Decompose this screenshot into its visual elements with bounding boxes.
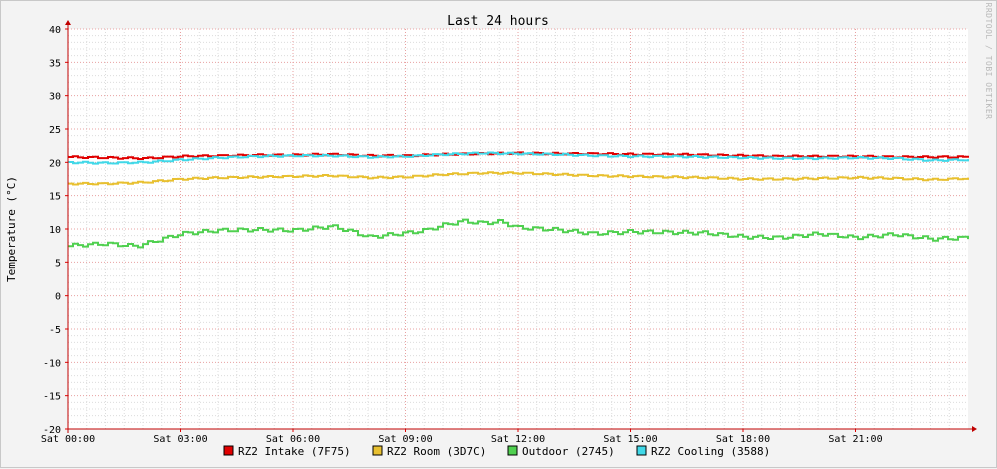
y-tick-label: 25 bbox=[49, 125, 61, 136]
y-tick-label: -20 bbox=[43, 425, 61, 436]
x-tick-label: Sat 09:00 bbox=[378, 434, 432, 445]
y-tick-label: 35 bbox=[49, 58, 61, 69]
x-tick-label: Sat 21:00 bbox=[828, 434, 882, 445]
y-tick-label: 10 bbox=[49, 225, 61, 236]
x-tick-label: Sat 12:00 bbox=[491, 434, 545, 445]
legend-swatch-4 bbox=[636, 445, 647, 456]
y-tick-label: 0 bbox=[55, 292, 61, 303]
x-tick-label: Sat 15:00 bbox=[603, 434, 657, 445]
y-tick-label: 5 bbox=[55, 258, 61, 269]
y-tick-label: 15 bbox=[49, 192, 61, 203]
y-axis-arrow bbox=[65, 20, 71, 25]
legend-label-2: RZ2 Room (3D7C) bbox=[387, 445, 486, 458]
x-tick-label: Sat 00:00 bbox=[41, 434, 95, 445]
legend: RZ2 Intake (7F75) RZ2 Room (3D7C) Outdoor … bbox=[223, 445, 770, 458]
legend-swatch-3 bbox=[507, 445, 518, 456]
y-tick-label: 20 bbox=[49, 158, 61, 169]
series-line-2 bbox=[68, 171, 969, 186]
legend-label-1: RZ2 Intake (7F75) bbox=[238, 445, 351, 458]
x-axis-arrow bbox=[972, 426, 977, 432]
y-axis-label: Temperature (°C) bbox=[5, 176, 18, 282]
series-line-3 bbox=[68, 218, 969, 249]
chart-title: Last 24 hours bbox=[447, 14, 549, 29]
series-line-1 bbox=[68, 151, 969, 160]
y-tick-label: -15 bbox=[43, 392, 61, 403]
plot-area: -20 -15 -10 -5 0 5 10 15 20 25 30 35 40 Sat 00:00 Sat … bbox=[41, 20, 977, 445]
x-tick-label: Sat 18:00 bbox=[716, 434, 770, 445]
legend-label-4: RZ2 Cooling (3588) bbox=[651, 445, 770, 458]
y-tick-label: -10 bbox=[43, 358, 61, 369]
legend-label-3: Outdoor (2745) bbox=[522, 445, 615, 458]
series-line-4 bbox=[68, 151, 969, 165]
y-tick-label: -5 bbox=[49, 325, 61, 336]
y-tick-label: 40 bbox=[49, 25, 61, 36]
x-tick-label: Sat 03:00 bbox=[153, 434, 207, 445]
rrdtool-watermark: RRDTOOL / TOBI OETIKER bbox=[984, 3, 993, 120]
y-tick-label: 30 bbox=[49, 92, 61, 103]
legend-swatch-2 bbox=[372, 445, 383, 456]
legend-swatch-1 bbox=[223, 445, 234, 456]
x-tick-label: Sat 06:00 bbox=[266, 434, 320, 445]
